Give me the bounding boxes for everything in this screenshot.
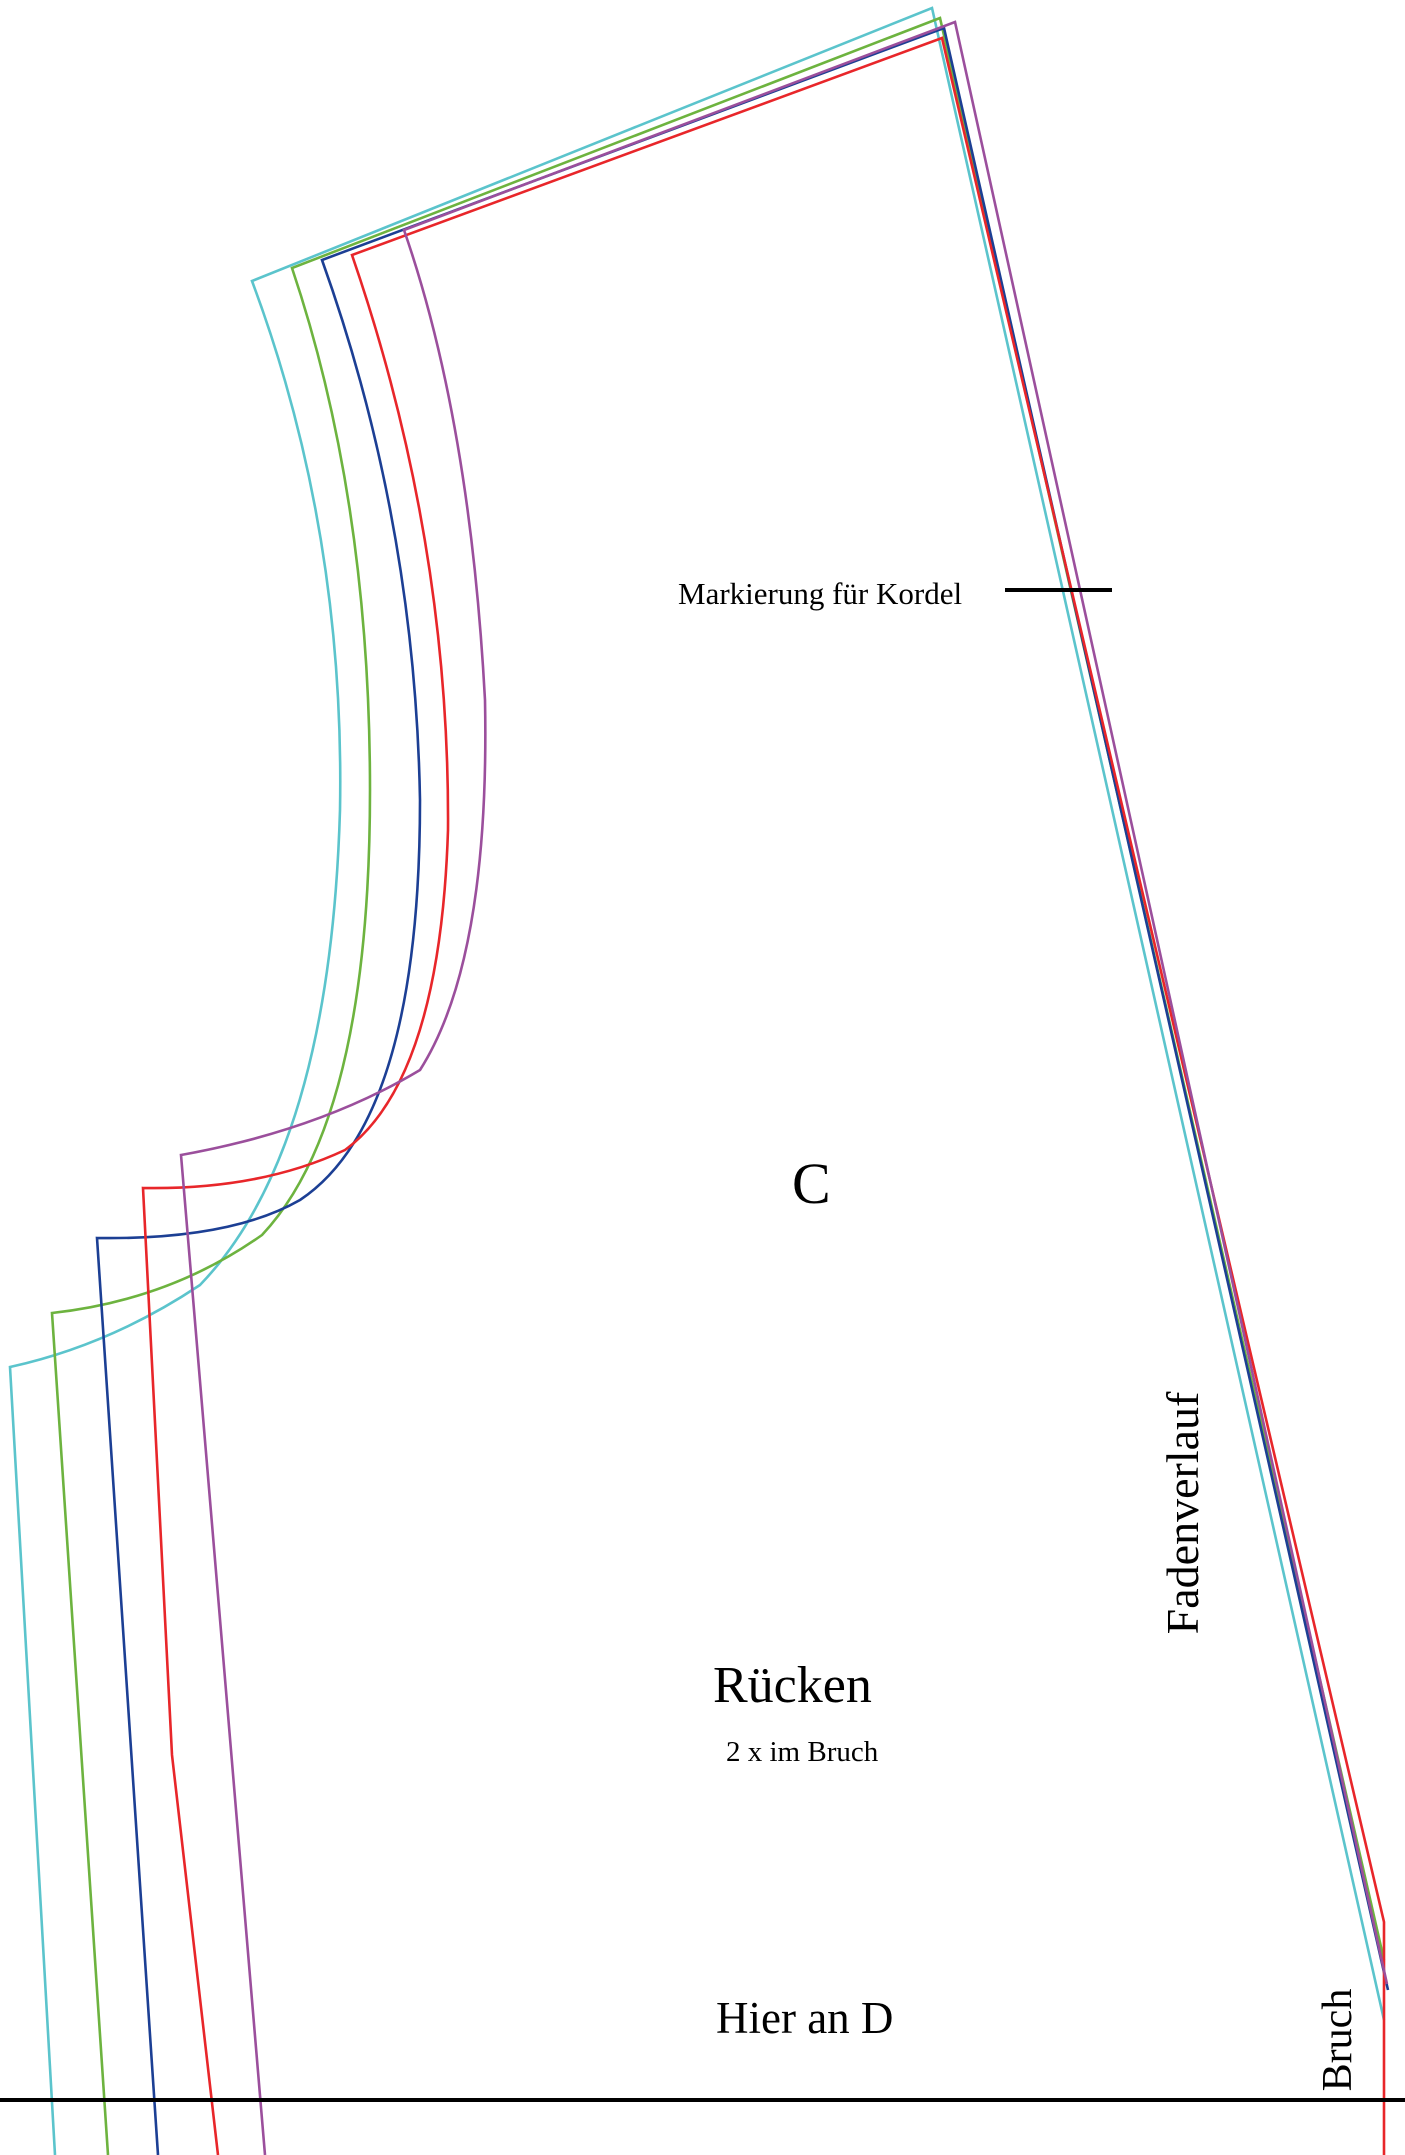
size-outline-cyan <box>8 6 1386 2155</box>
piece-letter: C <box>792 1151 831 1216</box>
cut-instruction: 2 x im Bruch <box>726 1736 879 1768</box>
size-outline-purple <box>179 20 1389 2155</box>
join-note: Hier an D <box>716 1993 894 2043</box>
size-outline-red <box>141 36 1386 2155</box>
cord-marking-label: Markierung für Kordel <box>678 576 963 611</box>
size-outline-blue <box>95 26 1390 2155</box>
grainline-label: Fadenverlauf <box>1157 1391 1208 1635</box>
fold-label: Bruch <box>1315 1988 1361 2092</box>
size-outline-green <box>50 16 1386 2155</box>
piece-name: Rücken <box>713 1657 872 1714</box>
